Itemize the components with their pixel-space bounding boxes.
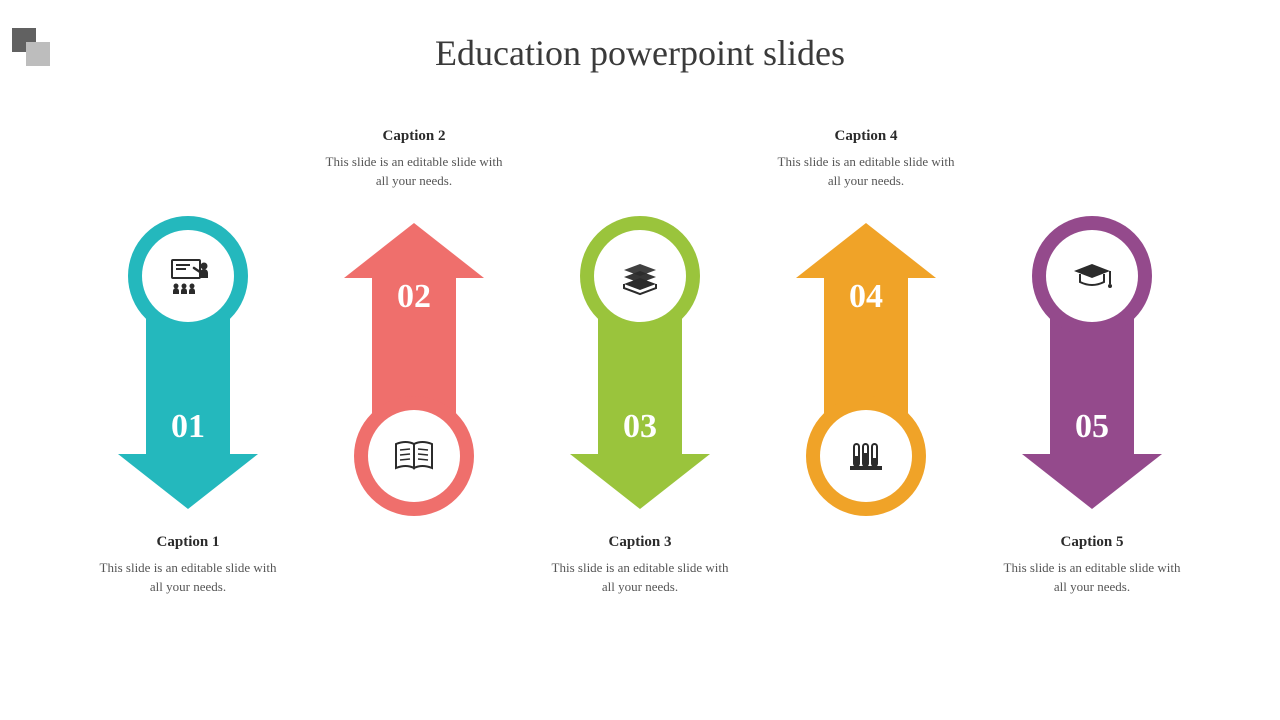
bottom-caption-slot: Caption 3 This slide is an editable slide… bbox=[550, 534, 730, 597]
icon-circle-inner bbox=[1046, 230, 1138, 322]
item-number: 03 bbox=[565, 408, 715, 446]
arrow-head bbox=[118, 454, 258, 509]
item-column-2: Caption 2 This slide is an editable slide… bbox=[324, 128, 504, 648]
caption-block: Caption 1 This slide is an editable slide… bbox=[98, 534, 278, 597]
item-number: 05 bbox=[1017, 408, 1167, 446]
caption-body: This slide is an editable slide with all… bbox=[550, 559, 730, 597]
caption-block: Caption 3 This slide is an editable slide… bbox=[550, 534, 730, 597]
icon-circle bbox=[806, 396, 926, 516]
icon-circle-inner bbox=[820, 410, 912, 502]
bottom-caption-slot: Caption 1 This slide is an editable slide… bbox=[98, 534, 278, 597]
icon-circle bbox=[580, 216, 700, 336]
caption-title: Caption 4 bbox=[776, 128, 956, 145]
caption-title: Caption 1 bbox=[98, 534, 278, 551]
icon-circle-inner bbox=[594, 230, 686, 322]
caption-body: This slide is an editable slide with all… bbox=[324, 153, 504, 191]
icon-circle bbox=[354, 396, 474, 516]
caption-title: Caption 2 bbox=[324, 128, 504, 145]
item-number: 01 bbox=[113, 408, 263, 446]
arrow-shape: 02 bbox=[339, 216, 489, 516]
item-column-1: 01 Caption 1 This slide is an editable sli… bbox=[98, 128, 278, 648]
caption-body: This slide is an editable slide with all… bbox=[98, 559, 278, 597]
top-caption-slot: Caption 4 This slide is an editable slide… bbox=[776, 128, 956, 216]
caption-title: Caption 5 bbox=[1002, 534, 1182, 551]
icon-circle-inner bbox=[368, 410, 460, 502]
icon-circle-inner bbox=[142, 230, 234, 322]
test-tubes-icon bbox=[844, 436, 888, 476]
icon-circle bbox=[128, 216, 248, 336]
caption-body: This slide is an editable slide with all… bbox=[1002, 559, 1182, 597]
arrow-shape: 01 bbox=[113, 216, 263, 516]
open-book-icon bbox=[392, 436, 436, 476]
arrow-head bbox=[1022, 454, 1162, 509]
arrow-shape: 04 bbox=[791, 216, 941, 516]
caption-block: Caption 5 This slide is an editable slide… bbox=[1002, 534, 1182, 597]
caption-block: Caption 4 This slide is an editable slide… bbox=[776, 128, 956, 191]
item-number: 04 bbox=[791, 278, 941, 316]
page-title: Education powerpoint slides bbox=[0, 32, 1280, 74]
item-column-3: 03 Caption 3 This slide is an editable sli… bbox=[550, 128, 730, 648]
bottom-caption-slot: Caption 5 This slide is an editable slide… bbox=[1002, 534, 1182, 597]
teacher-board-icon bbox=[166, 256, 210, 296]
items-row: 01 Caption 1 This slide is an editable sli… bbox=[0, 128, 1280, 648]
icon-circle bbox=[1032, 216, 1152, 336]
top-caption-slot: Caption 2 This slide is an editable slide… bbox=[324, 128, 504, 216]
caption-block: Caption 2 This slide is an editable slide… bbox=[324, 128, 504, 191]
item-column-5: 05 Caption 5 This slide is an editable sli… bbox=[1002, 128, 1182, 648]
item-number: 02 bbox=[339, 278, 489, 316]
caption-title: Caption 3 bbox=[550, 534, 730, 551]
arrow-head bbox=[344, 223, 484, 278]
book-stack-icon bbox=[618, 256, 662, 296]
arrow-head bbox=[570, 454, 710, 509]
grad-cap-icon bbox=[1070, 256, 1114, 296]
arrow-shape: 03 bbox=[565, 216, 715, 516]
caption-body: This slide is an editable slide with all… bbox=[776, 153, 956, 191]
arrow-head bbox=[796, 223, 936, 278]
item-column-4: Caption 4 This slide is an editable slide… bbox=[776, 128, 956, 648]
arrow-shape: 05 bbox=[1017, 216, 1167, 516]
